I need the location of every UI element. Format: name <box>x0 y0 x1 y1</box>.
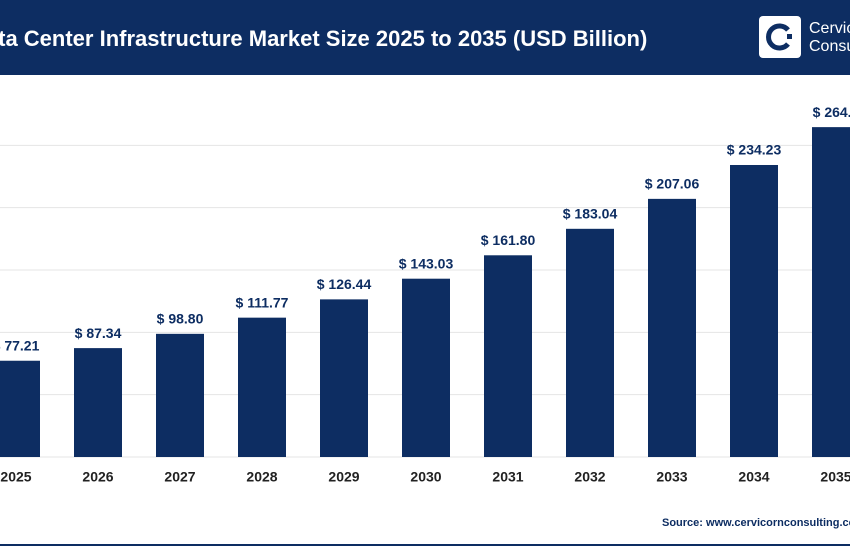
value-label: $ 98.80 <box>157 311 204 327</box>
x-tick-label: 2027 <box>164 469 195 485</box>
brand-line: Cervicorn <box>809 20 850 37</box>
x-tick-label: 2029 <box>328 469 359 485</box>
bar <box>566 228 614 457</box>
x-tick-label: 2028 <box>246 469 277 485</box>
bar <box>730 164 778 457</box>
logo-box <box>759 16 801 58</box>
value-label: $ 143.03 <box>399 255 454 271</box>
logo-mark <box>766 23 790 51</box>
x-tick-label: 2032 <box>574 469 605 485</box>
value-label: $ 161.80 <box>481 232 536 248</box>
logo-dot <box>787 34 792 39</box>
x-tick-label: 2025 <box>0 469 31 485</box>
header-band <box>0 0 850 75</box>
bar <box>74 348 122 457</box>
value-label: $ 87.34 <box>75 325 122 341</box>
bar <box>320 299 368 457</box>
bar <box>0 360 40 457</box>
bar <box>238 317 286 457</box>
x-tick-label: 2034 <box>738 469 769 485</box>
value-label: $ 264.6 <box>813 104 850 120</box>
x-tick-label: 2026 <box>82 469 113 485</box>
x-tick-label: 2031 <box>492 469 523 485</box>
x-tick-label: 2035 <box>820 469 850 485</box>
value-label: $ 111.77 <box>236 294 289 310</box>
brand-line: Consulting <box>809 38 850 55</box>
bar <box>484 255 532 457</box>
bar <box>648 198 696 457</box>
bar <box>156 333 204 457</box>
value-label: $ 183.04 <box>563 206 618 222</box>
value-label: $ 77.21 <box>0 337 40 353</box>
x-tick-label: 2033 <box>656 469 687 485</box>
bar <box>402 278 450 457</box>
x-tick-label: 2030 <box>410 469 441 485</box>
bar <box>812 127 850 458</box>
value-label: $ 126.44 <box>317 276 372 292</box>
chart-title: Data Center Infrastructure Market Size 2… <box>0 26 647 51</box>
value-label: $ 234.23 <box>727 142 782 158</box>
value-label: $ 207.06 <box>645 176 700 192</box>
source: Source: www.cervicornconsulting.com <box>662 517 850 529</box>
